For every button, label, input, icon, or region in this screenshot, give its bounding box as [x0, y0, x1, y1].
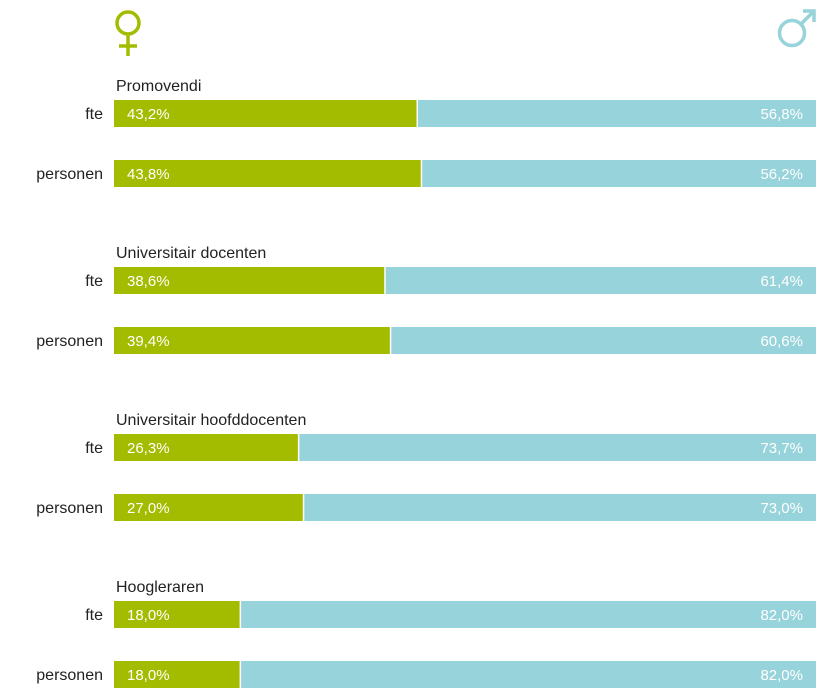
female-value-label: 39,4% [127, 333, 170, 350]
male-symbol-icon [777, 9, 816, 48]
row-label: fte [85, 607, 103, 624]
row-label: personen [36, 500, 103, 517]
male-value-label: 73,0% [760, 500, 803, 517]
row-label: fte [85, 106, 103, 123]
female-value-label: 43,2% [127, 106, 170, 123]
male-value-label: 73,7% [760, 440, 803, 457]
male-bar [417, 100, 816, 127]
male-bar [384, 267, 816, 294]
male-value-label: 61,4% [760, 273, 803, 290]
male-bar [390, 327, 816, 354]
female-symbol-icon [115, 10, 141, 56]
male-value-label: 82,0% [760, 607, 803, 624]
female-bar [114, 601, 241, 628]
row-label: personen [36, 166, 103, 183]
bar-group: Promovendi fte 43,2% 56,8% personen 43,8% 56,2… [36, 78, 816, 187]
female-value-label: 18,0% [127, 667, 170, 684]
male-value-label: 60,6% [760, 333, 803, 350]
male-bar [303, 494, 816, 521]
male-bar [240, 601, 817, 628]
female-value-label: 38,6% [127, 273, 170, 290]
group-title: Hoogleraren [116, 579, 204, 596]
groups-layer: Promovendi fte 43,2% 56,8% personen 43,8% 56,2… [36, 78, 817, 688]
female-value-label: 18,0% [127, 607, 170, 624]
female-value-label: 26,3% [127, 440, 170, 457]
male-value-label: 56,2% [760, 166, 803, 183]
bar-group: Hoogleraren fte 18,0% 82,0% personen 18,0% 82,… [36, 579, 817, 688]
group-title: Universitair docenten [116, 245, 266, 262]
male-bar [421, 160, 816, 187]
male-value-label: 56,8% [760, 106, 803, 123]
row-label: personen [36, 333, 103, 350]
female-bar [114, 160, 422, 187]
bar-group: Universitair docenten fte 38,6% 61,4% person… [36, 245, 816, 354]
female-bar [114, 327, 391, 354]
male-bar [240, 661, 817, 688]
female-value-label: 27,0% [127, 500, 170, 517]
female-bar [114, 661, 241, 688]
female-bar [114, 267, 385, 294]
row-label: fte [85, 440, 103, 457]
row-label: fte [85, 273, 103, 290]
female-bar [114, 100, 418, 127]
bar-group: Universitair hoofddocenten fte 26,3% 73,7% p… [36, 412, 817, 521]
female-bar [114, 494, 304, 521]
group-title: Promovendi [116, 78, 201, 95]
male-value-label: 82,0% [760, 667, 803, 684]
male-bar [298, 434, 817, 461]
female-bar [114, 434, 299, 461]
female-value-label: 43,8% [127, 166, 170, 183]
row-label: personen [36, 667, 103, 684]
group-title: Universitair hoofddocenten [116, 412, 306, 429]
